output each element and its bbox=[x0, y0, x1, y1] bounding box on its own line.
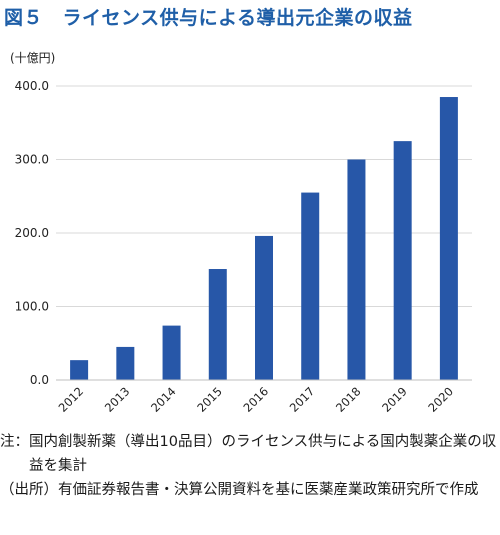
note-text: 国内創製新薬（導出10品目）のライセンス供与による国内製薬企業の収益を集計 bbox=[29, 434, 497, 474]
note-label: 注： bbox=[0, 434, 29, 450]
bar-2013 bbox=[116, 346, 135, 380]
bar-2015 bbox=[208, 269, 227, 380]
chart-title: 図５ ライセンス供与による導出元企業の収益 bbox=[4, 7, 413, 29]
x-tick-label: 2020 bbox=[425, 384, 456, 415]
x-tick-label: 2019 bbox=[379, 384, 410, 415]
x-tick-label: 2016 bbox=[241, 384, 272, 415]
bar-2012 bbox=[70, 360, 89, 380]
bars bbox=[70, 97, 458, 381]
x-tick-label: 2013 bbox=[102, 384, 133, 415]
x-axis-ticks: 2012 2013 2014 2015 2016 2017 2018 2019 2020 bbox=[56, 384, 456, 415]
notes-section: 注： 国内創製新薬（導出10品目）のライセンス供与による国内製薬企業の収益を集計… bbox=[0, 430, 500, 502]
x-tick-label: 2015 bbox=[194, 384, 225, 415]
x-tick-label: 2017 bbox=[287, 384, 318, 415]
x-tick-label: 2018 bbox=[333, 384, 364, 415]
source-text: 有価証券報告書・決算公開資料を基に医薬産業政策研究所で作成 bbox=[58, 482, 479, 498]
bar-2019 bbox=[393, 141, 412, 380]
bar-2014 bbox=[162, 325, 181, 380]
x-tick-label: 2012 bbox=[56, 384, 87, 415]
note-row: 注： 国内創製新薬（導出10品目）のライセンス供与による国内製薬企業の収益を集計 bbox=[0, 430, 500, 478]
y-tick-label: 200.0 bbox=[15, 226, 49, 240]
y-tick-label: 100.0 bbox=[15, 300, 49, 314]
bar-2016 bbox=[255, 235, 273, 380]
y-tick-label: 0.0 bbox=[30, 373, 49, 387]
bar-2020 bbox=[439, 97, 458, 381]
bar-2017 bbox=[301, 192, 320, 380]
x-tick-label: 2014 bbox=[148, 384, 179, 415]
y-tick-label: 300.0 bbox=[15, 153, 49, 167]
source-label: （出所） bbox=[0, 482, 58, 498]
source-row: （出所） 有価証券報告書・決算公開資料を基に医薬産業政策研究所で作成 bbox=[0, 478, 500, 502]
bar-2018 bbox=[347, 159, 366, 380]
y-tick-label: 400.0 bbox=[15, 79, 49, 93]
y-axis-ticks: 0.0 100.0 200.0 300.0 400.0 bbox=[15, 79, 49, 387]
y-axis-unit-label: (十億円) bbox=[10, 51, 55, 65]
